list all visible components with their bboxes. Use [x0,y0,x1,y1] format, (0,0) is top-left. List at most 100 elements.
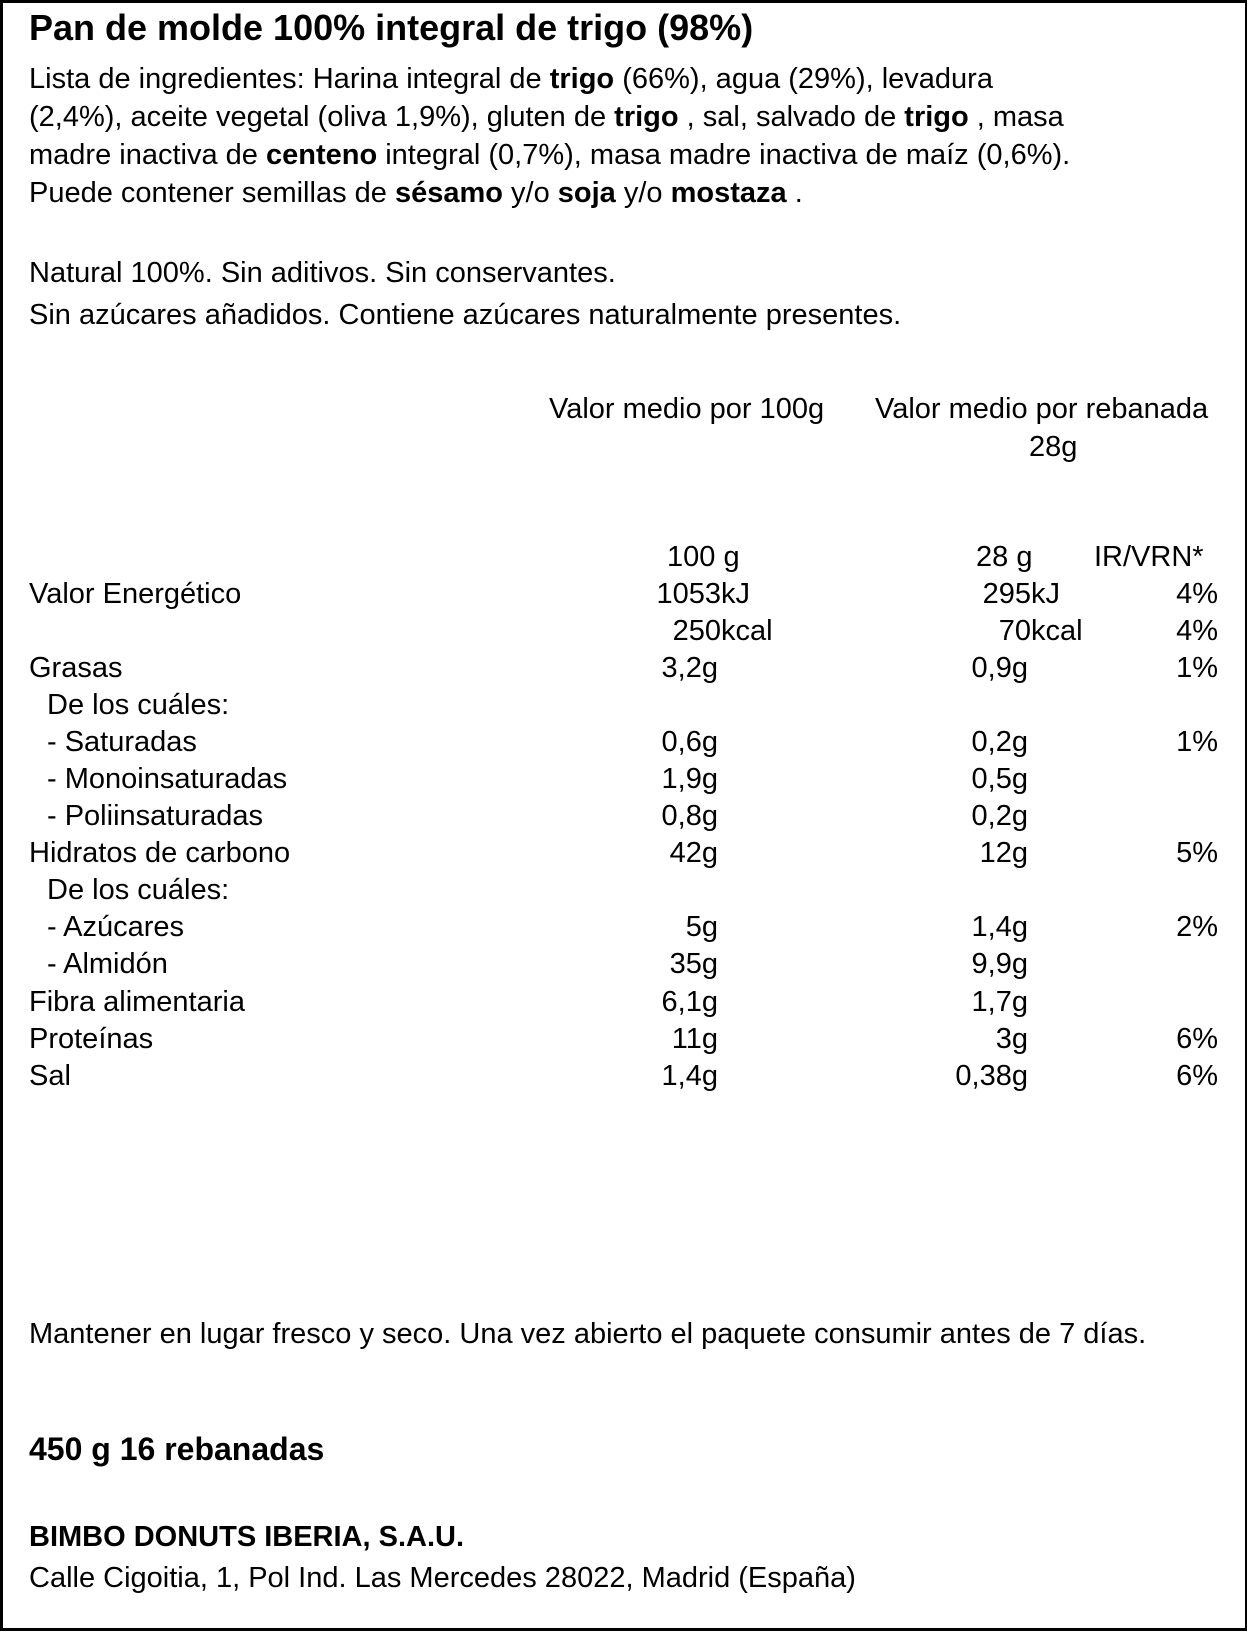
header-slice-weight: 28g [1029,431,1078,463]
product-claims: Natural 100%. Sin aditivos. Sin conserva… [29,252,901,336]
value-per-100g: 35g [669,948,718,980]
nutrient-name: Valor Energético [29,578,242,610]
value-per-slice: 295 [982,578,1031,610]
unit-per-slice: kJ [1031,578,1060,610]
value-per-100g: 5g [685,911,718,943]
unit-per-100g: kcal [721,615,773,647]
table-row: Proteínas 11g 3g 6% [3,1025,1250,1062]
column-100g: 100 g [667,541,740,573]
reference-intake: 5% [1176,837,1218,869]
storage-instructions: Mantener en lugar fresco y seco. Una vez… [29,1318,1147,1350]
ingredient-text: y/o [615,177,671,209]
nutrient-name: - Almidón [47,948,168,980]
nutrient-name: De los cuáles: [47,689,230,721]
ingredient-text: . [786,177,803,209]
allergen-word: mostaza [670,177,787,209]
value-per-slice: 0,5g [971,763,1028,795]
ingredients-line: Lista de ingredientes: Harina integral d… [29,60,1070,98]
net-weight: 450 g 16 rebanadas [29,1431,325,1467]
table-row: Sal 1,4g 0,38g 6% [3,1062,1250,1099]
table-row: 250 kcal 70 kcal 4% [3,617,1250,654]
allergen-word: sésamo [394,177,503,209]
value-per-100g: 1,9g [661,763,718,795]
claim-line: Natural 100%. Sin aditivos. Sin conserva… [29,257,616,289]
allergen-word: trigo [904,101,969,133]
header-per-slice: Valor medio por rebanada [875,393,1209,425]
header-per-100g: Valor medio por 100g [549,393,825,425]
value-per-100g: 6,1g [661,986,718,1018]
claim-line: Sin azúcares añadidos. Contiene azúcares… [29,299,902,331]
ingredient-text: y/o [502,177,558,209]
nutrient-name: Proteínas [29,1023,154,1055]
value-per-slice: 1,4g [971,911,1028,943]
nutrient-name: - Azúcares [47,911,184,943]
ingredient-text: (2,4%), aceite vegetal (oliva 1,9%), glu… [29,101,615,133]
ingredient-text: Puede contener semillas de [29,177,395,209]
ingredient-text: , sal, salvado de [678,101,905,133]
allergen-word: trigo [614,101,679,133]
value-per-slice: 70 [998,615,1031,647]
ingredient-text: integral (0,7%), masa madre inactiva de … [377,139,1071,171]
ingredient-text: madre inactiva de [29,139,266,171]
value-per-100g: 11g [671,1023,718,1055]
value-per-100g: 1053 [656,578,721,610]
reference-intake: 1% [1176,652,1218,684]
value-per-slice: 12g [979,837,1028,869]
value-per-slice: 9,9g [971,948,1028,980]
reference-intake: 1% [1176,726,1218,758]
table-row: Grasas 3,2g 0,9g 1% [3,654,1250,691]
nutrient-name: De los cuáles: [47,874,230,906]
value-per-100g: 0,6g [661,726,718,758]
ingredients-line: madre inactiva de centeno integral (0,7%… [29,136,1070,174]
table-row: - Monoinsaturadas 1,9g 0,5g [3,765,1250,802]
column-ir-vrn: IR/VRN* [1094,541,1204,573]
value-per-slice: 0,9g [971,652,1028,684]
allergen-traces-line: Puede contener semillas de sésamo y/o so… [29,174,1070,212]
nutrient-name: Sal [29,1060,71,1092]
reference-intake: 4% [1176,615,1218,647]
ingredients-line: (2,4%), aceite vegetal (oliva 1,9%), glu… [29,98,1070,136]
ingredient-text: , masa [968,101,1064,133]
value-per-100g: 250 [672,615,721,647]
ingredient-text: (66%), agua (29%), levadura [614,63,993,95]
table-row: De los cuáles: [3,876,1250,913]
table-row: - Poliinsaturadas 0,8g 0,2g [3,802,1250,839]
company-address: Calle Cigoitia, 1, Pol Ind. Las Mercedes… [29,1562,856,1594]
value-per-slice: 3g [995,1023,1028,1055]
nutrient-name: - Monoinsaturadas [47,763,288,795]
table-row: Valor Energético 1053 kJ 295 kJ 4% [3,580,1250,617]
reference-intake: 6% [1176,1060,1218,1092]
value-per-100g: 0,8g [661,800,718,832]
table-row: - Azúcares 5g 1,4g 2% [3,913,1250,950]
nutrient-name: - Saturadas [47,726,197,758]
value-per-slice: 0,38g [955,1060,1028,1092]
reference-intake: 2% [1176,911,1218,943]
value-per-100g: 42g [669,837,718,869]
table-row: Fibra alimentaria 6,1g 1,7g [3,988,1250,1025]
nutrient-name: Grasas [29,652,123,684]
value-per-100g: 1,4g [661,1060,718,1092]
allergen-word: trigo [549,63,615,95]
reference-intake: 6% [1176,1023,1218,1055]
value-per-slice: 1,7g [971,986,1028,1018]
ingredients-list: Lista de ingredientes: Harina integral d… [29,60,1070,212]
table-row: - Almidón 35g 9,9g [3,950,1250,987]
reference-intake: 4% [1176,578,1218,610]
nutrient-name: - Poliinsaturadas [47,800,263,832]
allergen-word: centeno [265,139,378,171]
allergen-word: soja [557,177,616,209]
ingredient-text: Lista de ingredientes: Harina integral d… [29,63,550,95]
column-28g: 28 g [976,541,1033,573]
value-per-slice: 0,2g [971,726,1028,758]
unit-per-100g: kJ [721,578,750,610]
table-row: - Saturadas 0,6g 0,2g 1% [3,728,1250,765]
value-per-slice: 0,2g [971,800,1028,832]
table-row: Hidratos de carbono 42g 12g 5% [3,839,1250,876]
table-row: De los cuáles: [3,691,1250,728]
nutrient-name: Fibra alimentaria [29,986,245,1018]
product-title: Pan de molde 100% integral de trigo (98%… [29,7,754,48]
value-per-100g: 3,2g [661,652,718,684]
unit-per-slice: kcal [1031,615,1083,647]
nutrient-name: Hidratos de carbono [29,837,291,869]
